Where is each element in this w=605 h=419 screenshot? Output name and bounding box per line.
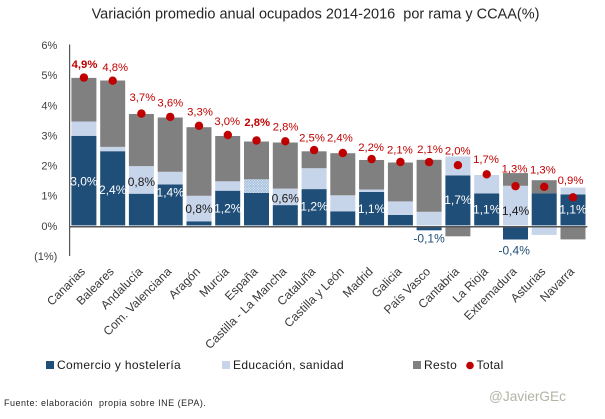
svg-text:2,8%: 2,8% <box>244 117 270 129</box>
svg-text:2,4%: 2,4% <box>99 183 127 197</box>
svg-text:1,7%: 1,7% <box>473 154 499 166</box>
svg-text:1,2%: 1,2% <box>214 202 242 216</box>
svg-text:1,1%: 1,1% <box>473 203 501 217</box>
svg-text:2,2%: 2,2% <box>358 142 384 154</box>
svg-text:1,7%: 1,7% <box>444 193 472 207</box>
svg-text:2,8%: 2,8% <box>273 121 299 133</box>
svg-text:-0,4%: -0,4% <box>499 244 531 258</box>
svg-text:0,9%: 0,9% <box>558 175 584 187</box>
svg-text:3,0%: 3,0% <box>70 175 98 189</box>
svg-text:1,4%: 1,4% <box>502 204 530 218</box>
svg-text:2,4%: 2,4% <box>327 132 353 144</box>
svg-text:2%: 2% <box>41 161 57 173</box>
svg-text:Educación, sanidad: Educación, sanidad <box>233 358 344 372</box>
svg-text:3,7%: 3,7% <box>130 92 156 104</box>
svg-text:1,1%: 1,1% <box>358 202 386 216</box>
svg-text:4,8%: 4,8% <box>102 62 128 74</box>
svg-text:3%: 3% <box>41 131 57 143</box>
svg-text:2,5%: 2,5% <box>299 132 325 144</box>
svg-text:1,2%: 1,2% <box>300 200 328 214</box>
svg-text:3,0%: 3,0% <box>214 116 240 128</box>
svg-text:1,3%: 1,3% <box>530 164 556 176</box>
svg-text:4%: 4% <box>41 100 57 112</box>
svg-text:1,1%: 1,1% <box>559 203 587 217</box>
svg-text:1,4%: 1,4% <box>157 186 185 200</box>
svg-text:@JavierGEc: @JavierGEc <box>489 389 566 404</box>
svg-text:0,8%: 0,8% <box>185 202 213 216</box>
svg-text:Total: Total <box>477 358 504 372</box>
svg-text:-0,1%: -0,1% <box>413 231 445 245</box>
svg-text:0%: 0% <box>41 221 57 233</box>
svg-text:6%: 6% <box>41 40 57 52</box>
svg-text:(1%): (1%) <box>34 251 57 263</box>
svg-text:3,3%: 3,3% <box>187 107 213 119</box>
svg-text:1%: 1% <box>41 191 57 203</box>
svg-text:3,6%: 3,6% <box>157 98 183 110</box>
svg-text:0,6%: 0,6% <box>272 192 300 206</box>
svg-text:2,1%: 2,1% <box>387 145 413 157</box>
svg-text:2,0%: 2,0% <box>445 146 471 158</box>
svg-text:1,3%: 1,3% <box>502 164 528 176</box>
svg-text:0,8%: 0,8% <box>128 175 156 189</box>
svg-text:2,1%: 2,1% <box>417 144 443 156</box>
svg-text:Resto: Resto <box>424 358 457 372</box>
svg-text:Variación promedio anual ocupa: Variación promedio anual ocupados 2014-2… <box>92 7 540 23</box>
svg-text:4,9%: 4,9% <box>72 59 98 71</box>
svg-text:Comercio y hostelería: Comercio y hostelería <box>57 358 181 372</box>
svg-text:5%: 5% <box>41 70 57 82</box>
svg-text:Fuente: elaboración propia so: Fuente: elaboración propia sobre INE (EP… <box>4 398 206 408</box>
